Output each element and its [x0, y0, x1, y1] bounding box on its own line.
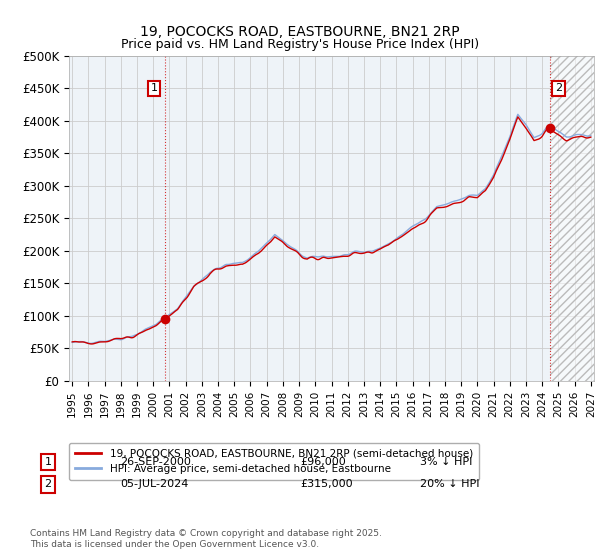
- Text: 20% ↓ HPI: 20% ↓ HPI: [420, 479, 479, 489]
- Text: 1: 1: [151, 83, 158, 94]
- Text: £96,000: £96,000: [300, 457, 346, 467]
- Text: 2: 2: [44, 479, 52, 489]
- Text: 2: 2: [555, 83, 562, 94]
- Text: 26-SEP-2000: 26-SEP-2000: [120, 457, 191, 467]
- Text: 05-JUL-2024: 05-JUL-2024: [120, 479, 188, 489]
- Text: Price paid vs. HM Land Registry's House Price Index (HPI): Price paid vs. HM Land Registry's House …: [121, 38, 479, 50]
- Legend: 19, POCOCKS ROAD, EASTBOURNE, BN21 2RP (semi-detached house), HPI: Average price: 19, POCOCKS ROAD, EASTBOURNE, BN21 2RP (…: [69, 442, 479, 480]
- Text: 1: 1: [44, 457, 52, 467]
- Text: £315,000: £315,000: [300, 479, 353, 489]
- Text: 3% ↓ HPI: 3% ↓ HPI: [420, 457, 472, 467]
- Text: Contains HM Land Registry data © Crown copyright and database right 2025.
This d: Contains HM Land Registry data © Crown c…: [30, 529, 382, 549]
- Text: 19, POCOCKS ROAD, EASTBOURNE, BN21 2RP: 19, POCOCKS ROAD, EASTBOURNE, BN21 2RP: [140, 25, 460, 39]
